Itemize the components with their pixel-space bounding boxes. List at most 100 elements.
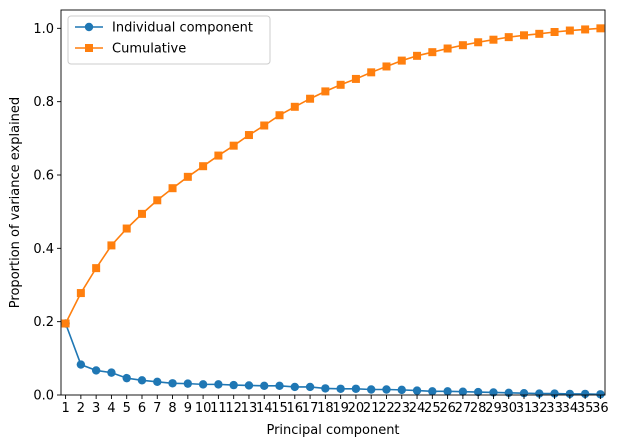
y-tick-label: 0.0 bbox=[33, 389, 54, 404]
data-point-cumulative bbox=[229, 141, 238, 150]
data-point-cumulative bbox=[458, 41, 467, 50]
data-point-cumulative bbox=[535, 29, 544, 38]
x-tick-label: 21 bbox=[363, 401, 380, 416]
data-point-individual bbox=[550, 389, 559, 398]
x-tick-label: 29 bbox=[485, 401, 502, 416]
data-point-individual bbox=[443, 387, 452, 396]
data-point-cumulative bbox=[489, 35, 498, 44]
x-tick-label: 14 bbox=[256, 401, 273, 416]
data-point-cumulative bbox=[244, 131, 253, 140]
legend-box bbox=[67, 15, 271, 65]
data-point-individual bbox=[596, 390, 605, 399]
data-point-individual bbox=[428, 387, 437, 396]
x-tick-label: 18 bbox=[317, 401, 334, 416]
x-tick-label: 4 bbox=[107, 401, 115, 416]
data-point-cumulative bbox=[107, 241, 116, 250]
data-point-individual bbox=[183, 379, 193, 388]
legend-swatch-square-marker bbox=[85, 44, 93, 52]
data-point-individual bbox=[580, 389, 590, 399]
x-tick-label: 3 bbox=[92, 401, 100, 416]
x-tick-label: 27 bbox=[455, 401, 472, 416]
x-tick-label: 20 bbox=[348, 401, 365, 416]
x-axis-title: Principal component bbox=[266, 423, 399, 438]
x-tick-label: 26 bbox=[439, 401, 456, 416]
data-point-individual bbox=[565, 389, 575, 399]
data-point-cumulative bbox=[290, 102, 299, 111]
data-point-cumulative bbox=[382, 62, 391, 71]
x-tick-label: 11 bbox=[210, 401, 227, 416]
data-point-individual bbox=[351, 384, 361, 393]
data-point-individual bbox=[91, 366, 101, 375]
data-point-individual bbox=[367, 385, 376, 394]
data-point-individual bbox=[198, 380, 208, 389]
data-point-cumulative bbox=[183, 172, 192, 181]
data-point-cumulative bbox=[199, 162, 208, 171]
x-tick-label: 33 bbox=[546, 401, 563, 416]
x-tick-label: 15 bbox=[271, 401, 288, 416]
data-point-cumulative bbox=[76, 289, 85, 298]
data-point-cumulative bbox=[520, 31, 529, 40]
x-tick-label: 23 bbox=[393, 401, 410, 416]
data-point-cumulative bbox=[474, 38, 483, 47]
y-axis-title: Proportion of variance explained bbox=[8, 97, 23, 308]
data-point-individual bbox=[305, 382, 315, 392]
legend-label-individual: Individual component bbox=[112, 21, 253, 36]
data-point-cumulative bbox=[153, 196, 162, 205]
x-tick-label: 36 bbox=[592, 401, 609, 416]
series-layer bbox=[61, 24, 605, 399]
y-tick-label: 0.8 bbox=[33, 95, 54, 110]
data-point-cumulative bbox=[397, 56, 406, 65]
data-point-individual bbox=[229, 380, 238, 390]
x-tick-label: 9 bbox=[184, 401, 192, 416]
data-point-cumulative bbox=[336, 80, 345, 89]
data-point-cumulative bbox=[565, 26, 574, 35]
x-tick-label: 31 bbox=[516, 401, 533, 416]
data-point-cumulative bbox=[92, 264, 101, 273]
data-point-cumulative bbox=[306, 94, 315, 103]
axes-frame bbox=[60, 9, 606, 396]
x-tick-label: 32 bbox=[531, 401, 548, 416]
data-point-individual bbox=[122, 373, 131, 383]
x-tick-label: 34 bbox=[562, 401, 579, 416]
data-point-cumulative bbox=[260, 121, 269, 130]
data-point-individual bbox=[290, 382, 299, 392]
data-point-cumulative bbox=[596, 24, 605, 33]
data-point-individual bbox=[535, 389, 544, 398]
data-point-cumulative bbox=[351, 74, 360, 83]
data-point-cumulative bbox=[428, 48, 437, 57]
data-point-cumulative bbox=[581, 25, 590, 34]
x-tick-label: 19 bbox=[332, 401, 349, 416]
data-point-individual bbox=[412, 386, 422, 395]
x-tick-label: 25 bbox=[424, 401, 441, 416]
x-tick-label: 35 bbox=[577, 401, 594, 416]
data-point-individual bbox=[275, 381, 284, 391]
y-axis: 0.0 0.2 0.4 0.6 0.8 1.0 bbox=[33, 22, 61, 404]
data-point-individual bbox=[214, 380, 223, 389]
x-tick-label: 12 bbox=[225, 401, 242, 416]
data-point-cumulative bbox=[168, 184, 177, 193]
x-tick-label: 30 bbox=[500, 401, 517, 416]
data-point-individual bbox=[336, 384, 345, 393]
x-tick-label: 16 bbox=[287, 401, 304, 416]
x-tick-label: 8 bbox=[168, 401, 176, 416]
x-tick-label: 28 bbox=[470, 401, 487, 416]
x-tick-label: 5 bbox=[123, 401, 131, 416]
data-point-individual bbox=[137, 376, 147, 385]
legend-swatch-circle-marker bbox=[84, 22, 94, 32]
data-point-individual bbox=[168, 379, 177, 388]
data-point-cumulative bbox=[443, 44, 452, 53]
x-tick-label: 17 bbox=[302, 401, 319, 416]
x-tick-label: 13 bbox=[241, 401, 258, 416]
data-point-individual bbox=[153, 377, 162, 386]
data-point-cumulative bbox=[61, 319, 70, 328]
data-point-individual bbox=[107, 368, 116, 377]
data-point-individual bbox=[458, 387, 468, 396]
legend: Individual component Cumulative bbox=[67, 15, 271, 65]
data-point-cumulative bbox=[504, 33, 513, 42]
series-line-cumulative bbox=[64, 27, 601, 324]
x-tick-label: 24 bbox=[409, 401, 426, 416]
data-point-individual bbox=[489, 388, 498, 397]
y-tick-label: 1.0 bbox=[33, 22, 54, 37]
x-tick-label: 22 bbox=[378, 401, 395, 416]
